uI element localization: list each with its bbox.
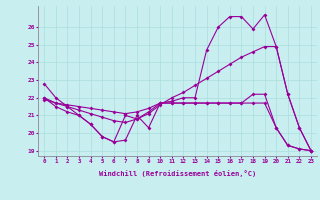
X-axis label: Windchill (Refroidissement éolien,°C): Windchill (Refroidissement éolien,°C) [99, 170, 256, 177]
